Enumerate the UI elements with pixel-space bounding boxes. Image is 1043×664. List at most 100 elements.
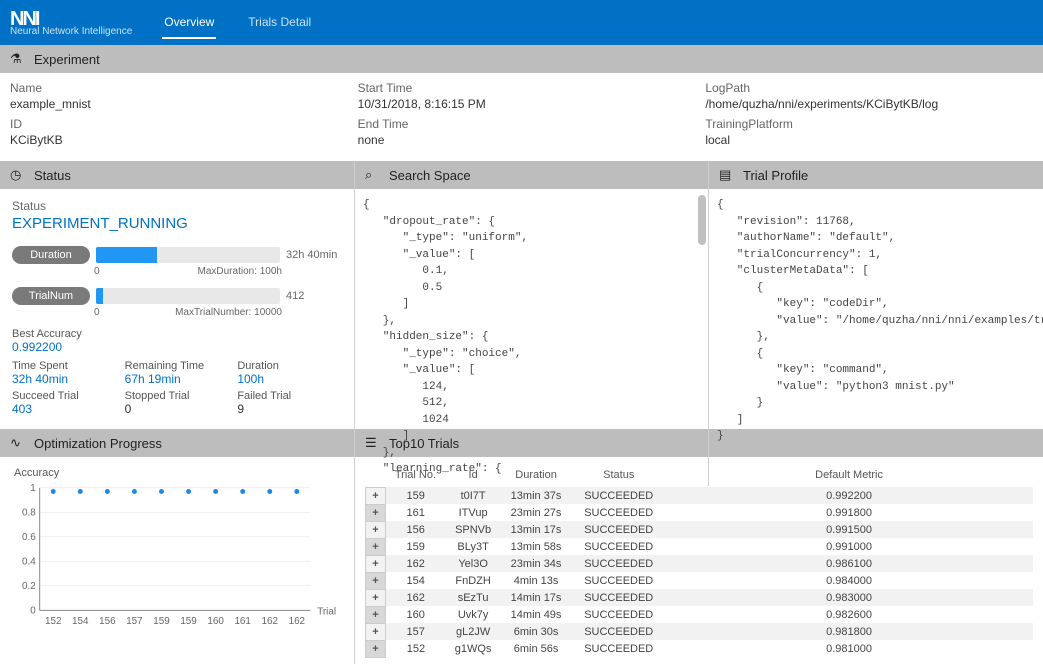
- stopped-value: 0: [125, 402, 230, 416]
- stat-duration-value: 100h: [237, 372, 342, 386]
- search-space-code: { "dropout_rate": { "_type": "uniform", …: [355, 189, 708, 486]
- table-row[interactable]: + 152 g1WQs 6min 56s SUCCEEDED 0.981000: [366, 640, 1033, 657]
- table-row[interactable]: + 160 Uvk7y 14min 49s SUCCEEDED 0.982600: [366, 606, 1033, 623]
- th-id[interactable]: Id: [446, 463, 500, 487]
- logo: NNI Neural Network Intelligence: [10, 9, 132, 37]
- section-experiment: ⚗ Experiment: [0, 45, 1043, 73]
- accuracy-chart: 10.80.60.40.2015215415615715915916016116…: [14, 483, 340, 629]
- cell-status: SUCCEEDED: [572, 487, 666, 504]
- scrollbar[interactable]: [698, 195, 706, 245]
- stopped-label: Stopped Trial: [125, 390, 230, 402]
- failed-label: Failed Trial: [237, 390, 342, 402]
- cell-duration: 23min 27s: [500, 504, 572, 521]
- cell-metric: 0.981000: [666, 640, 1033, 657]
- cell-id: Uvk7y: [446, 606, 500, 623]
- expand-button[interactable]: +: [366, 589, 386, 606]
- table-row[interactable]: + 154 FnDZH 4min 13s SUCCEEDED 0.984000: [366, 572, 1033, 589]
- svg-text:152: 152: [45, 616, 61, 627]
- table-row[interactable]: + 159 t0I7T 13min 37s SUCCEEDED 0.992200: [366, 487, 1033, 504]
- expand-button[interactable]: +: [366, 606, 386, 623]
- duration-fill: [96, 247, 157, 263]
- cell-duration: 13min 58s: [500, 538, 572, 555]
- expand-button[interactable]: +: [366, 504, 386, 521]
- duration-track: [96, 247, 280, 263]
- duration-max: MaxDuration: 100h: [198, 266, 283, 277]
- section-status: ◷ Status: [0, 161, 354, 189]
- profile-icon: ▤: [719, 167, 735, 183]
- cell-trialno: 162: [386, 589, 446, 606]
- cell-metric: 0.981800: [666, 623, 1033, 640]
- expand-button[interactable]: +: [366, 487, 386, 504]
- expand-button[interactable]: +: [366, 623, 386, 640]
- succeed-label: Succeed Trial: [12, 390, 117, 402]
- expand-button[interactable]: +: [366, 640, 386, 657]
- experiment-info: Name example_mnist ID KCiBytKB Start Tim…: [0, 73, 1043, 161]
- table-row[interactable]: + 157 gL2JW 6min 30s SUCCEEDED 0.981800: [366, 623, 1033, 640]
- cell-trialno: 160: [386, 606, 446, 623]
- status-panel: Status EXPERIMENT_RUNNING Duration 32h 4…: [0, 189, 354, 486]
- th-metric[interactable]: Default Metric: [666, 463, 1033, 487]
- cell-metric: 0.991800: [666, 504, 1033, 521]
- expand-button[interactable]: +: [366, 572, 386, 589]
- trialnum-track: [96, 288, 280, 304]
- trialnum-zero: 0: [94, 307, 100, 318]
- cell-status: SUCCEEDED: [572, 640, 666, 657]
- th-status[interactable]: Status: [572, 463, 666, 487]
- start-label: Start Time: [358, 81, 686, 95]
- cell-id: ITVup: [446, 504, 500, 521]
- top10-table: Trial No. Id Duration Status Default Met…: [365, 463, 1033, 658]
- svg-text:154: 154: [72, 616, 89, 627]
- table-row[interactable]: + 162 sEzTu 14min 17s SUCCEEDED 0.983000: [366, 589, 1033, 606]
- tab-trials-detail[interactable]: Trials Detail: [246, 7, 313, 39]
- cell-id: SPNVb: [446, 521, 500, 538]
- cell-duration: 13min 17s: [500, 521, 572, 538]
- svg-text:0.8: 0.8: [22, 507, 36, 518]
- time-spent-value: 32h 40min: [12, 372, 117, 386]
- th-trialno[interactable]: Trial No.: [386, 463, 446, 487]
- opt-chart-panel: Accuracy 10.80.60.40.2015215415615715915…: [0, 457, 354, 664]
- tab-overview[interactable]: Overview: [162, 7, 216, 39]
- table-row[interactable]: + 159 BLy3T 13min 58s SUCCEEDED 0.991000: [366, 538, 1033, 555]
- time-spent-label: Time Spent: [12, 360, 117, 372]
- cell-id: FnDZH: [446, 572, 500, 589]
- duration-zero: 0: [94, 266, 100, 277]
- trialnum-progress: TrialNum 412: [12, 287, 342, 305]
- svg-text:161: 161: [234, 616, 250, 627]
- svg-text:157: 157: [126, 616, 142, 627]
- cell-status: SUCCEEDED: [572, 504, 666, 521]
- section-title: Search Space: [389, 168, 471, 183]
- end-label: End Time: [358, 117, 686, 131]
- svg-text:159: 159: [153, 616, 170, 627]
- table-row[interactable]: + 161 ITVup 23min 27s SUCCEEDED 0.991800: [366, 504, 1033, 521]
- expand-button[interactable]: +: [366, 555, 386, 572]
- trial-profile-panel: { "revision": 11768, "authorName": "defa…: [708, 189, 1043, 486]
- section-trial-profile: ▤ Trial Profile: [708, 161, 1043, 189]
- cell-metric: 0.991000: [666, 538, 1033, 555]
- remaining-value: 67h 19min: [125, 372, 230, 386]
- svg-text:0.4: 0.4: [22, 556, 36, 567]
- trialnum-pill: TrialNum: [12, 287, 90, 305]
- logo-text: Neural Network Intelligence: [10, 27, 132, 37]
- svg-text:1: 1: [30, 483, 35, 494]
- end-value: none: [358, 133, 686, 147]
- svg-text:159: 159: [180, 616, 197, 627]
- expand-button[interactable]: +: [366, 521, 386, 538]
- platform-value: local: [705, 133, 1033, 147]
- th-duration[interactable]: Duration: [500, 463, 572, 487]
- svg-text:0.6: 0.6: [22, 532, 36, 543]
- cell-trialno: 159: [386, 538, 446, 555]
- cell-status: SUCCEEDED: [572, 572, 666, 589]
- duration-value: 32h 40min: [286, 249, 342, 261]
- expand-button[interactable]: +: [366, 538, 386, 555]
- best-acc-label: Best Accuracy: [12, 328, 342, 340]
- logpath-label: LogPath: [705, 81, 1033, 95]
- svg-text:0.2: 0.2: [22, 581, 36, 592]
- table-row[interactable]: + 162 Yel3O 23min 34s SUCCEEDED 0.986100: [366, 555, 1033, 572]
- stat-duration-label: Duration: [237, 360, 342, 372]
- id-value: KCiBytKB: [10, 133, 338, 147]
- table-row[interactable]: + 156 SPNVb 13min 17s SUCCEEDED 0.991500: [366, 521, 1033, 538]
- search-space-panel: { "dropout_rate": { "_type": "uniform", …: [354, 189, 708, 486]
- clock-icon: ◷: [10, 167, 26, 183]
- cell-status: SUCCEEDED: [572, 589, 666, 606]
- cell-id: sEzTu: [446, 589, 500, 606]
